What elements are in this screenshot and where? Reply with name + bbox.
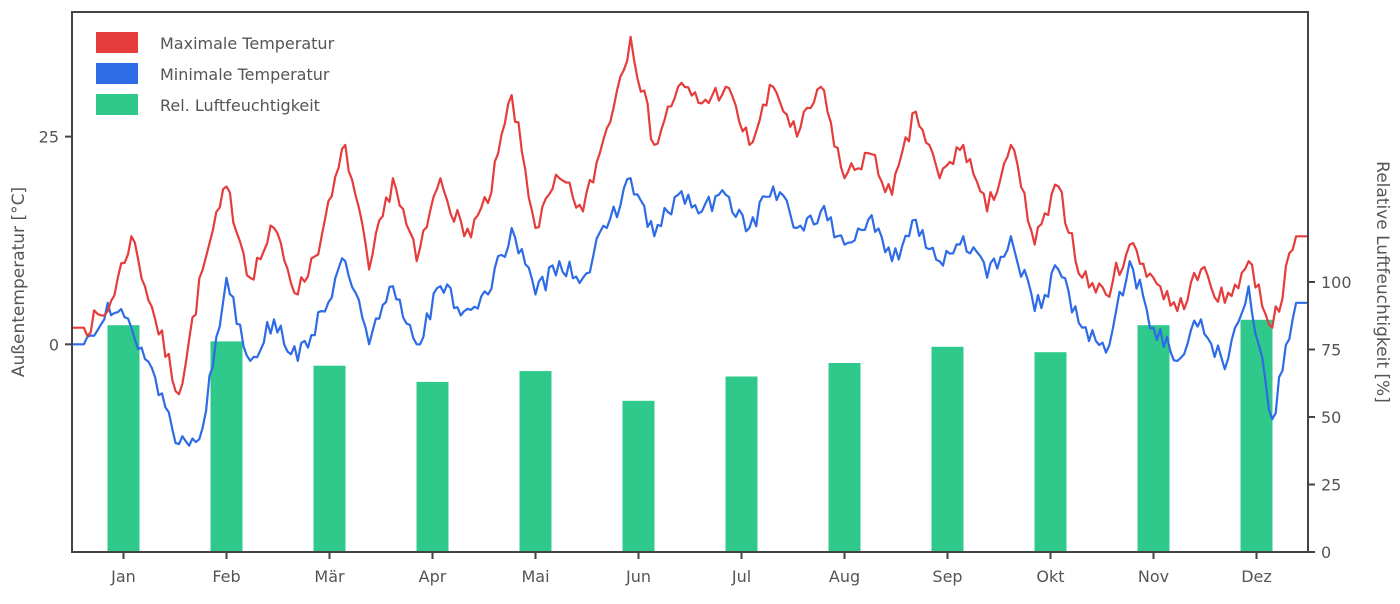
x-axis-month-label: Dez <box>1241 567 1272 586</box>
y-axis-right-tick-label: 75 <box>1321 341 1341 360</box>
legend-swatch <box>96 32 138 53</box>
x-axis-month-label: Aug <box>829 567 860 586</box>
humidity-bar <box>1137 325 1170 552</box>
humidity-bar <box>313 365 346 552</box>
humidity-bar <box>931 346 964 552</box>
x-axis-month-label: Sep <box>932 567 962 586</box>
x-axis-month-label: Mai <box>521 567 549 586</box>
humidity-bars <box>107 319 1273 552</box>
y-axis-right-tick-label: 0 <box>1321 543 1331 562</box>
humidity-bar <box>725 376 758 552</box>
legend-swatch <box>96 94 138 115</box>
x-axis-month-label: Nov <box>1138 567 1169 586</box>
y-axis-left-tick-label: 0 <box>49 335 59 354</box>
y-axis-right-tick-label: 25 <box>1321 476 1341 495</box>
y-axis-right-tick-label: 100 <box>1321 273 1352 292</box>
y-axis-right: 0 25 50 75 100 <box>1308 273 1352 562</box>
y-axis-right-tick-label: 50 <box>1321 408 1341 427</box>
min-temperature-line <box>70 177 1310 447</box>
legend-swatch <box>96 63 138 84</box>
x-axis-month-label: Feb <box>212 567 240 586</box>
x-axis-month-label: Apr <box>419 567 447 586</box>
humidity-bar <box>519 371 552 552</box>
legend-entry-label: Rel. Luftfeuchtigkeit <box>160 96 320 115</box>
legend-entry-label: Maximale Temperatur <box>160 34 335 53</box>
x-axis-month-label: Jan <box>110 567 136 586</box>
x-axis-month-label: Mär <box>314 567 345 586</box>
humidity-bar <box>107 325 140 552</box>
humidity-bar <box>210 341 243 552</box>
humidity-bar <box>1240 319 1273 552</box>
y-axis-left-title: Außentemperatur [°C] <box>9 187 29 377</box>
humidity-bar <box>828 363 861 552</box>
y-axis-left-tick-label: 25 <box>39 128 59 147</box>
x-axis: Jan Feb Mär Apr Mai Jun Jul Aug Sep Okt Nov Dez <box>110 552 1272 586</box>
x-axis-month-label: Jun <box>625 567 651 586</box>
x-axis-month-label: Jul <box>731 567 751 586</box>
humidity-bar <box>1034 352 1067 552</box>
humidity-bar <box>622 400 655 552</box>
legend: Maximale Temperatur Minimale Temperatur Re… <box>84 22 386 122</box>
legend-entry-label: Minimale Temperatur <box>160 65 330 84</box>
humidity-bar <box>416 381 449 552</box>
y-axis-right-title: Relative Luftfeuchtigkeit [%] <box>1372 161 1392 403</box>
y-axis-left: 0 25 <box>39 128 72 354</box>
max-temperature-line <box>70 35 1310 396</box>
x-axis-month-label: Okt <box>1036 567 1064 586</box>
